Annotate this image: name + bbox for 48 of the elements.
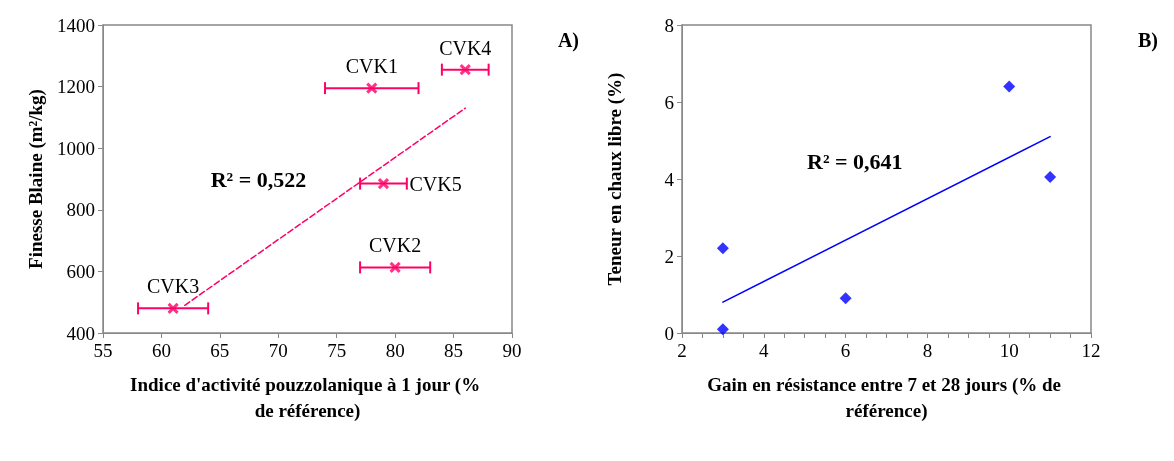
x-tick-label: 6 [840,340,851,361]
annotation: CVK1 [345,55,398,78]
y-tick-label: 600 [66,260,95,282]
x-tick-label: 60 [151,340,171,361]
y-axis-title: Finesse Blaine (m²/kg) [25,89,47,269]
x-tick-label: 80 [385,340,405,361]
point [459,63,472,76]
text: B) [1138,29,1158,52]
x-tick-label: 2 [677,340,687,361]
x-tick-label: 10 [999,340,1019,361]
point [839,292,852,305]
y-axis-title: Teneur en chaux libre (%) [604,72,626,286]
x-tick-label: 4 [759,340,770,361]
point [1003,80,1016,93]
point [716,242,729,255]
point [377,177,390,190]
x-tick-label: 55 [93,340,113,361]
annotation: CVK4 [439,36,492,59]
x-axis-title: Gain en résistance entre 7 et 28 jours (% de référence) [707,373,1066,422]
y-tick-label: 0 [664,322,674,344]
x-axis-title: Indice d'activité pouzzolanique à 1 jour (% de référence) [130,373,485,422]
y-tick-label: 800 [66,199,95,221]
y-tick-label: 4 [664,168,675,190]
annotation: R² = 0,641 [807,148,903,174]
x-tick-label: 12 [1081,340,1101,361]
annotation: CVK5 [409,172,462,195]
annotation: CVK3 [147,275,200,298]
x-tick-label: 65 [210,340,230,361]
y-tick-label: 1000 [57,137,95,159]
annotation: R² = 0,522 [210,166,307,192]
point [365,82,378,95]
point [1044,171,1057,184]
x-tick-label: 90 [502,340,522,361]
x-tick-label: 8 [922,340,933,361]
y-tick-label: 1400 [57,14,95,36]
y-tick-label: 2 [664,245,674,267]
y-tick-label: 1200 [57,76,95,98]
text: A) [557,29,580,52]
y-tick-label: 6 [664,91,674,113]
point [389,261,402,274]
x-tick-label: 85 [444,340,464,361]
point [716,323,729,336]
x-tick-label: 75 [327,340,347,361]
point [167,302,180,315]
x-tick-label: 70 [268,340,288,361]
y-tick-label: 8 [664,14,674,36]
annotation: CVK2 [369,234,422,257]
y-tick-label: 400 [66,322,95,344]
